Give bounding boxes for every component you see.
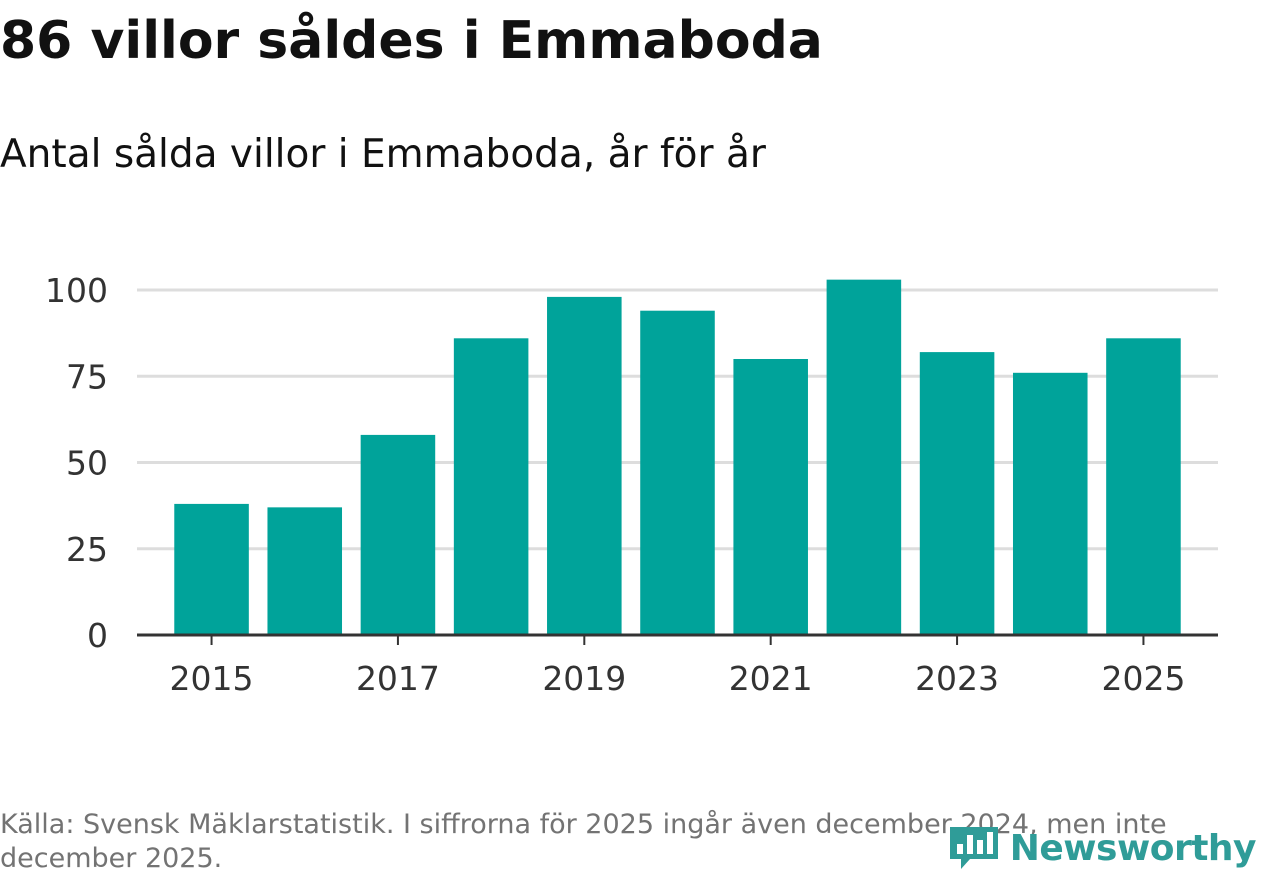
bar-2015 [174, 503, 249, 635]
x-axis-labels: 2015 2017 2019 2021 2023 2025 [170, 659, 1186, 698]
x-tick-label: 2023 [915, 659, 999, 698]
y-tick-label: 75 [66, 357, 108, 396]
bar-2017 [360, 434, 436, 635]
y-tick-label: 100 [45, 271, 108, 310]
x-tick-label: 2015 [170, 659, 254, 698]
bar-2024 [1012, 372, 1088, 635]
x-tick-label: 2019 [542, 659, 626, 698]
bar-2016 [267, 507, 343, 635]
y-tick-label: 50 [66, 444, 108, 483]
x-axis [137, 633, 1218, 645]
logo-wordmark: Newsworthy [1009, 827, 1257, 869]
y-axis-labels: 0 25 50 75 100 [45, 271, 108, 655]
bar-2022 [826, 279, 902, 635]
bar-2018 [453, 338, 529, 635]
bar-2021 [733, 359, 808, 635]
newsworthy-logo: Newsworthy [948, 825, 1257, 871]
chart-title: 86 villor såldes i Emmaboda [0, 11, 823, 71]
x-tick-label: 2017 [356, 659, 440, 698]
bar-2023 [919, 352, 995, 635]
bar-chart-bubble-icon [949, 827, 998, 869]
y-tick-label: 25 [66, 530, 108, 569]
x-tick-label: 2021 [729, 659, 813, 698]
x-tick-label: 2025 [1101, 659, 1185, 698]
bars [174, 279, 1181, 635]
bar-2019 [547, 296, 622, 635]
bar-chart: 0 25 50 75 100 2015 2017 2019 2021 2023 2025 [45, 271, 1218, 698]
chart-subtitle: Antal sålda villor i Emmaboda, år för år [0, 132, 766, 177]
bar-2020 [640, 310, 715, 635]
bar-2025 [1106, 338, 1181, 635]
y-tick-label: 0 [87, 616, 108, 655]
